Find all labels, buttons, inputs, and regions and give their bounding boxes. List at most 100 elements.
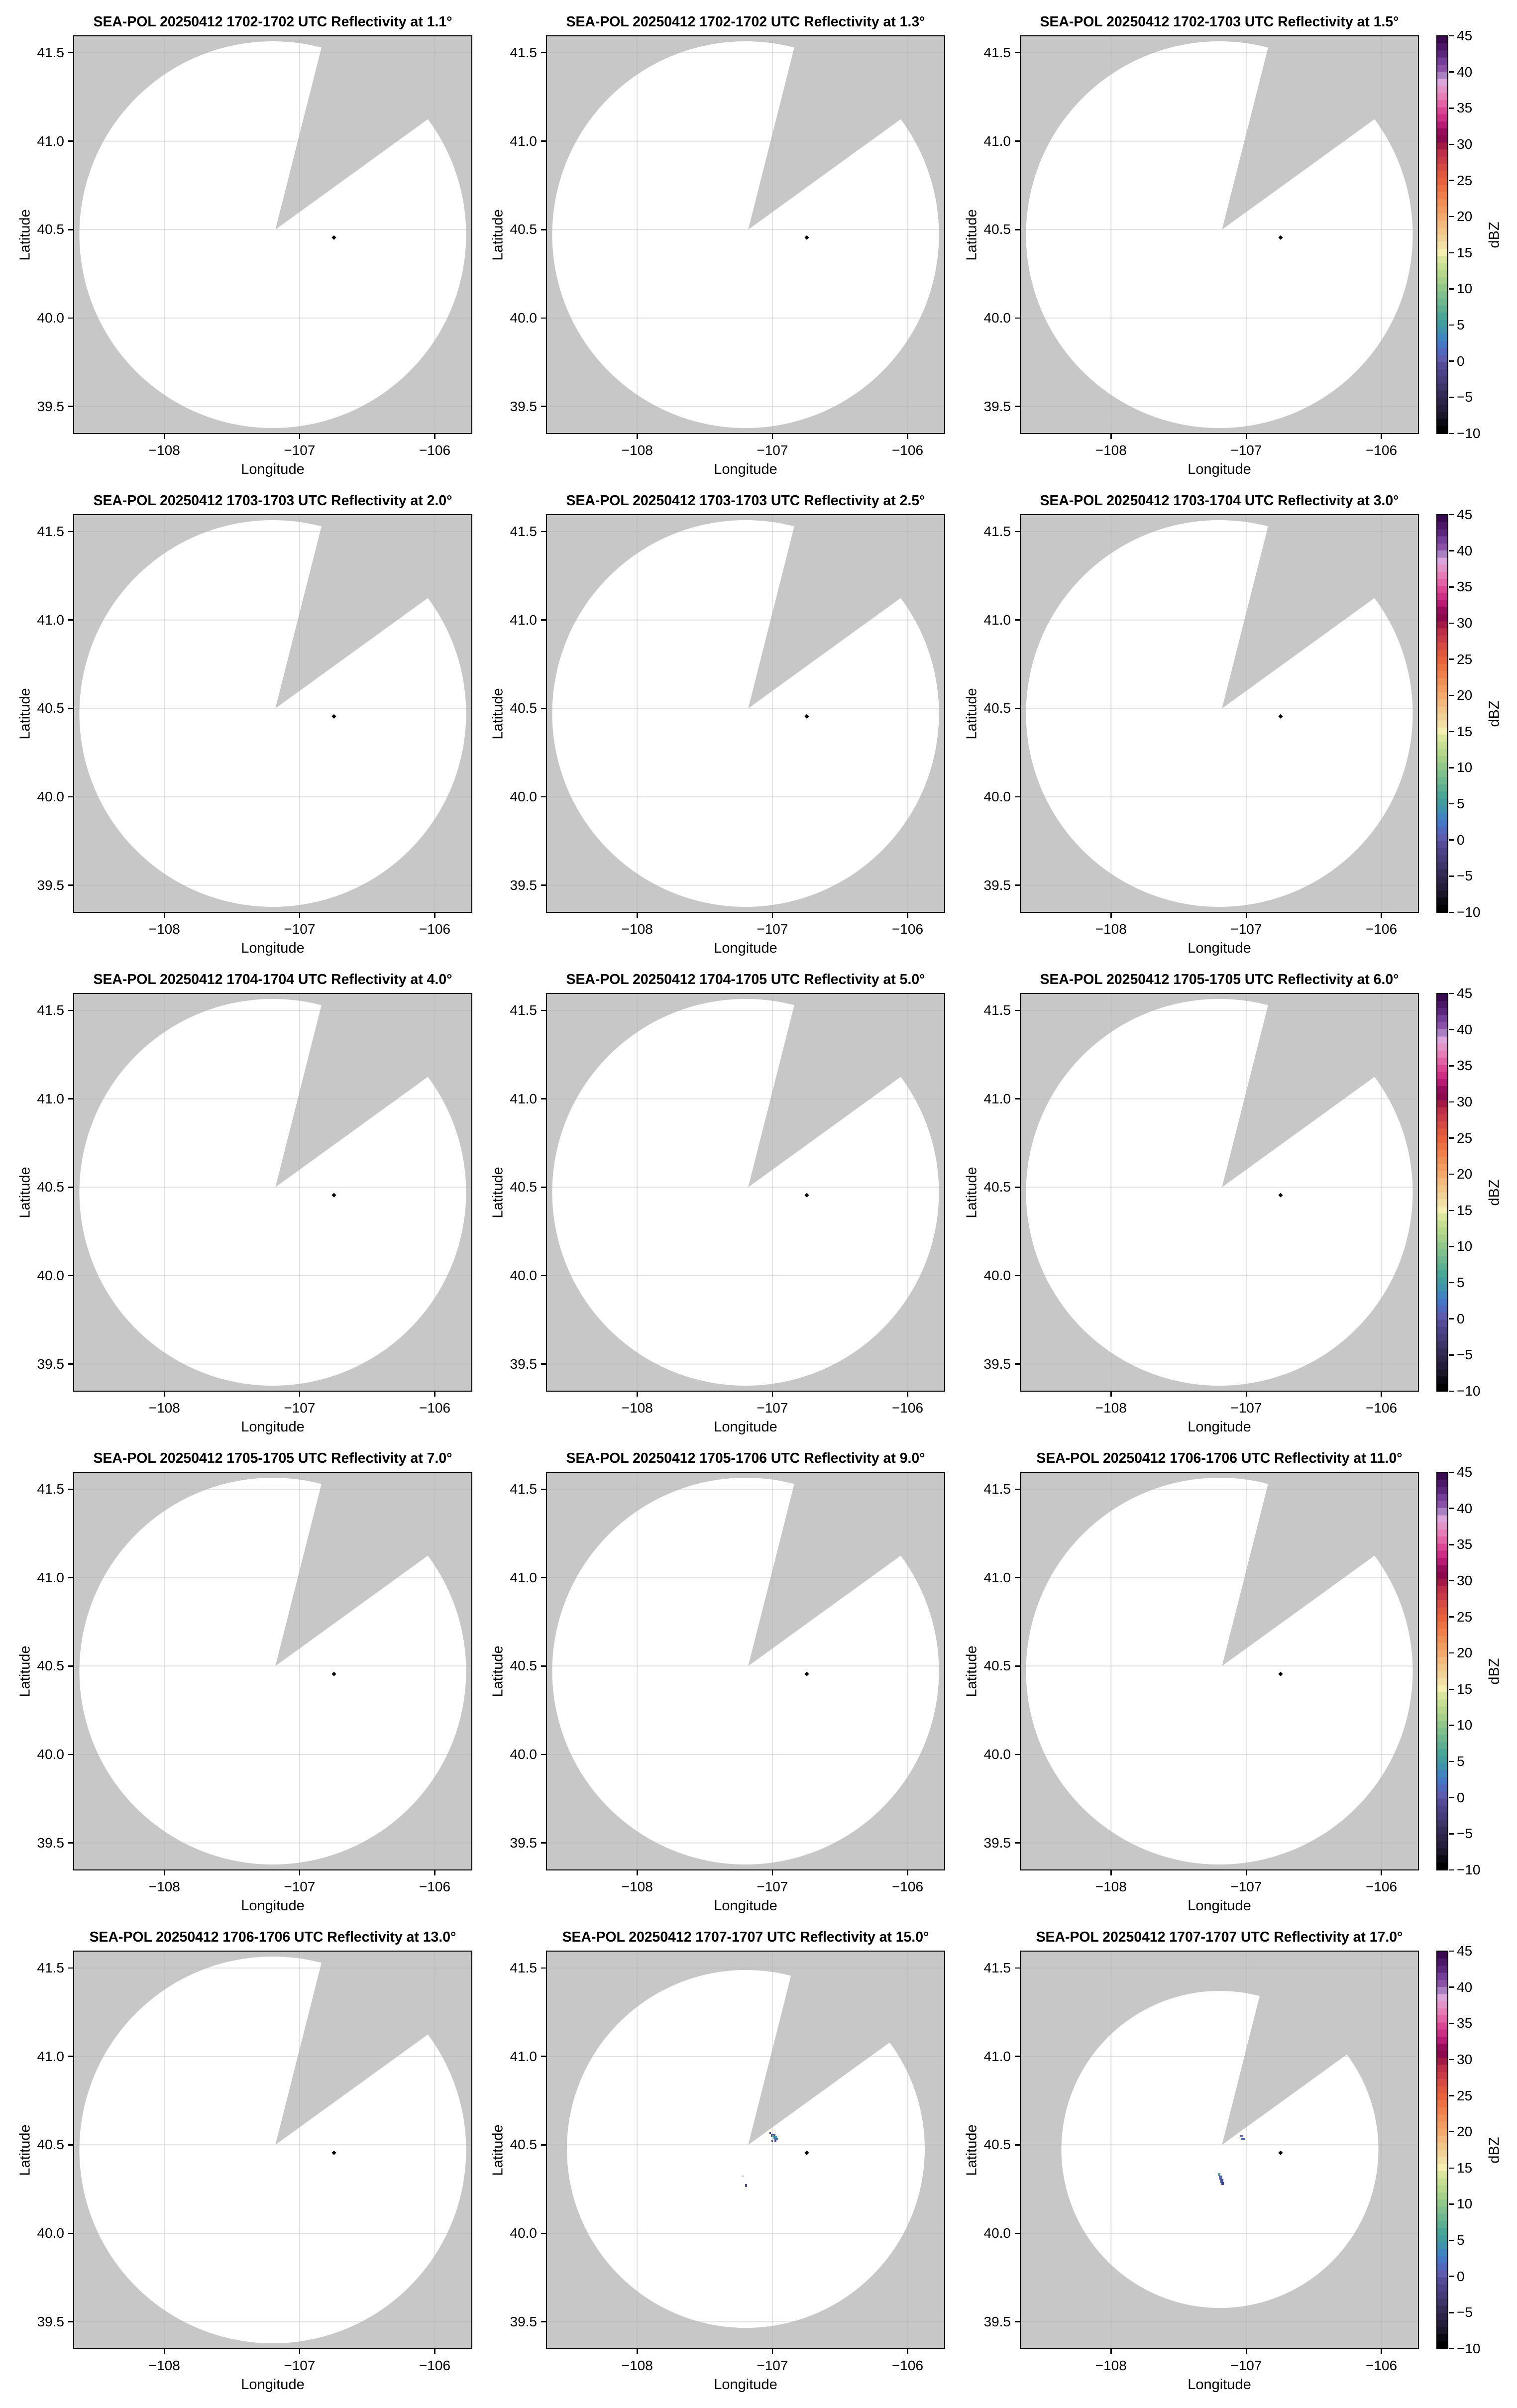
- colorbar-tick-mark: [1449, 767, 1454, 768]
- colorbar-tick-mark: [1449, 1688, 1454, 1690]
- radar-scan-area: [552, 1478, 939, 1865]
- y-axis-label: Latitude: [964, 209, 980, 261]
- x-tick-label: −108: [1095, 1878, 1127, 1894]
- y-tick-mark: [1015, 229, 1020, 230]
- colorbar: [1436, 1472, 1448, 1870]
- y-tick-label: 40.5: [510, 2137, 538, 2153]
- colorbar-tick-mark: [1449, 1869, 1454, 1871]
- y-tick-label: 39.5: [37, 1356, 65, 1372]
- y-tick-mark: [541, 1275, 546, 1277]
- colorbar-tick-mark: [1449, 514, 1454, 516]
- panel-title: SEA-POL 20250412 1702-1702 UTC Reflectiv…: [93, 14, 452, 30]
- y-tick-mark: [1015, 1577, 1020, 1578]
- colorbar-tick-mark: [1449, 2059, 1454, 2061]
- y-tick-mark: [541, 1363, 546, 1365]
- panel-title: SEA-POL 20250412 1705-1705 UTC Reflectiv…: [1040, 972, 1399, 988]
- x-tick-label: −107: [757, 1400, 788, 1416]
- x-tick-mark: [299, 2349, 301, 2354]
- colorbar-tick-label: 40: [1457, 1500, 1473, 1516]
- y-tick-mark: [1015, 2321, 1020, 2322]
- colorbar-tick-mark: [1449, 360, 1454, 362]
- y-tick-label: 39.5: [37, 1835, 65, 1851]
- x-tick-label: −108: [1095, 442, 1127, 458]
- y-tick-mark: [541, 708, 546, 709]
- radar-scan-area: [1061, 1991, 1379, 2308]
- y-tick-mark: [541, 2056, 546, 2057]
- y-tick-mark: [541, 531, 546, 533]
- colorbar-tick-label: 30: [1457, 615, 1473, 631]
- y-tick-mark: [1015, 1275, 1020, 1277]
- colorbar-tick-mark: [1449, 1760, 1454, 1762]
- y-tick-label: 40.5: [983, 700, 1011, 716]
- y-tick-mark: [1015, 1967, 1020, 1969]
- y-tick-mark: [68, 140, 73, 142]
- y-axis-label: Latitude: [964, 2124, 980, 2176]
- site-marker-diamond: [1278, 714, 1283, 719]
- reflectivity-echo: [773, 2136, 777, 2139]
- x-axis-label: Longitude: [241, 1419, 305, 1435]
- colorbar-tick-mark: [1449, 1246, 1454, 1247]
- colorbar-tick-mark: [1449, 1986, 1454, 1988]
- y-axis-label: Latitude: [490, 1166, 506, 1218]
- y-tick-label: 40.5: [983, 1658, 1011, 1674]
- x-tick-mark: [771, 1870, 773, 1875]
- colorbar-tick-label: 20: [1457, 687, 1473, 703]
- panel-title: SEA-POL 20250412 1703-1704 UTC Reflectiv…: [1040, 493, 1399, 509]
- radar-scan-area: [1026, 999, 1413, 1386]
- colorbar-tick-label: 0: [1457, 2268, 1465, 2284]
- site-marker-diamond: [1278, 235, 1283, 240]
- y-tick-label: 40.5: [510, 221, 538, 237]
- colorbar-tick-label: 0: [1457, 1311, 1465, 1326]
- colorbar-tick-label: −10: [1457, 1862, 1481, 1877]
- radar-scan-area: [79, 999, 466, 1386]
- x-axis-label: Longitude: [1188, 461, 1251, 477]
- x-tick-mark: [434, 913, 435, 918]
- x-tick-mark: [771, 434, 773, 439]
- colorbar-tick-mark: [1449, 1833, 1454, 1835]
- y-axis-label: Latitude: [490, 2124, 506, 2176]
- colorbar-tick-label: 30: [1457, 136, 1473, 152]
- x-tick-label: −108: [148, 921, 180, 937]
- colorbar-tick-label: 45: [1457, 507, 1473, 522]
- x-tick-mark: [637, 1392, 638, 1397]
- y-tick-label: 41.0: [983, 2048, 1011, 2064]
- colorbar-tick-mark: [1449, 1725, 1454, 1726]
- site-marker-diamond: [804, 714, 809, 719]
- panel-title: SEA-POL 20250412 1706-1706 UTC Reflectiv…: [89, 1929, 456, 1946]
- colorbar-tick-label: 10: [1457, 760, 1473, 775]
- x-tick-mark: [299, 1392, 301, 1397]
- colorbar-tick-mark: [1449, 1137, 1454, 1139]
- x-tick-mark: [907, 1392, 908, 1397]
- x-tick-mark: [1110, 1392, 1112, 1397]
- colorbar-tick-mark: [1449, 658, 1454, 660]
- y-tick-label: 40.5: [983, 221, 1011, 237]
- y-tick-mark: [68, 1009, 73, 1011]
- colorbar-tick-mark: [1449, 2023, 1454, 2024]
- colorbar-label: dBZ: [1486, 1179, 1503, 1206]
- y-tick-mark: [68, 52, 73, 54]
- x-tick-mark: [907, 2349, 908, 2354]
- y-tick-label: 40.5: [983, 2137, 1011, 2153]
- y-tick-mark: [541, 1187, 546, 1188]
- x-axis-label: Longitude: [1188, 2376, 1251, 2393]
- y-tick-label: 40.5: [510, 1658, 538, 1674]
- colorbar-tick-mark: [1449, 586, 1454, 588]
- y-tick-mark: [68, 531, 73, 533]
- colorbar-tick-label: 5: [1457, 796, 1465, 812]
- y-tick-mark: [68, 2232, 73, 2234]
- radar-scan-area: [566, 1970, 925, 2328]
- y-tick-label: 40.0: [983, 310, 1011, 326]
- x-axis-label: Longitude: [1188, 1419, 1251, 1435]
- y-axis-label: Latitude: [490, 209, 506, 261]
- y-axis-label: Latitude: [17, 1166, 33, 1218]
- colorbar-tick-mark: [1449, 1318, 1454, 1319]
- y-tick-mark: [541, 140, 546, 142]
- y-tick-label: 39.5: [510, 1835, 538, 1851]
- colorbar-tick-label: 45: [1457, 985, 1473, 1001]
- colorbar-tick-label: 0: [1457, 353, 1465, 369]
- colorbar-tick-mark: [1449, 433, 1454, 435]
- x-tick-label: −107: [284, 442, 316, 458]
- reflectivity-echo: [771, 2140, 773, 2142]
- colorbar-tick-mark: [1449, 1173, 1454, 1175]
- radar-panel-plot: [74, 1951, 472, 2349]
